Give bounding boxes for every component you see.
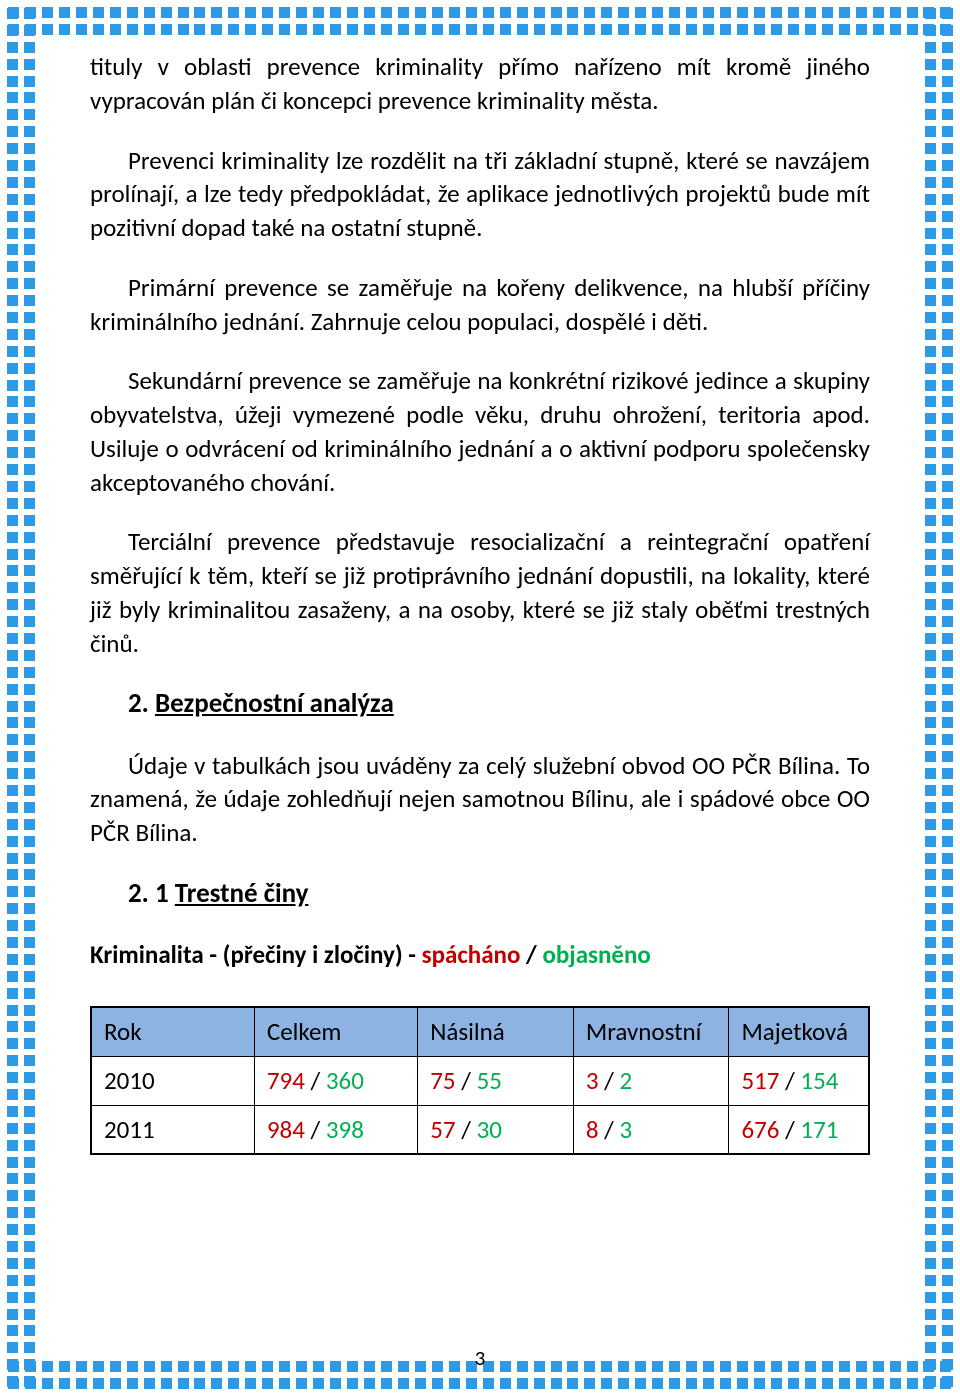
page-number: 3: [90, 1344, 870, 1372]
table-row: 2010794 / 36075 / 553 / 2517 / 154: [91, 1056, 869, 1105]
paragraph-4: Sekundární prevence se zaměřuje na konkr…: [90, 364, 870, 499]
heading-2-1: 2. 1 Trestné činy: [128, 876, 870, 912]
table-cell: 984 / 398: [254, 1105, 417, 1154]
subheading-sep: /: [520, 939, 542, 970]
table-body: 2010794 / 36075 / 553 / 2517 / 154201198…: [91, 1056, 869, 1154]
paragraph-2: Prevenci kriminality lze rozdělit na tři…: [90, 144, 870, 245]
col-rok: Rok: [91, 1007, 254, 1056]
heading-2-1-text: Trestné činy: [175, 877, 309, 910]
table-cell: 3 / 2: [573, 1056, 729, 1105]
page-content: tituly v oblasti prevence kriminality př…: [90, 50, 870, 1346]
crime-table: Rok Celkem Násilná Mravnostní Majetková …: [90, 1006, 870, 1155]
subheading-kriminalita: Kriminalita - (přečiny i zločiny) - spác…: [90, 938, 870, 972]
heading-2-1-num: 2. 1: [128, 877, 169, 910]
table-cell: 676 / 171: [729, 1105, 869, 1154]
paragraph-5: Terciální prevence představuje resociali…: [90, 525, 870, 660]
heading-2: 2. Bezpečnostní analýza: [128, 686, 870, 722]
table-cell: 75 / 55: [418, 1056, 574, 1105]
col-celkem: Celkem: [254, 1007, 417, 1056]
col-majetkova: Majetková: [729, 1007, 869, 1056]
subheading-red: spácháno: [422, 939, 521, 970]
col-nasilna: Násilná: [418, 1007, 574, 1056]
paragraph-1: tituly v oblasti prevence kriminality př…: [90, 50, 870, 118]
table-cell: 2010: [91, 1056, 254, 1105]
table-cell: 2011: [91, 1105, 254, 1154]
subheading-prefix: Kriminalita - (přečiny i zločiny) -: [90, 939, 422, 970]
table-cell: 8 / 3: [573, 1105, 729, 1154]
table-cell: 57 / 30: [418, 1105, 574, 1154]
table-header-row: Rok Celkem Násilná Mravnostní Majetková: [91, 1007, 869, 1056]
col-mravnostni: Mravnostní: [573, 1007, 729, 1056]
paragraph-3: Primární prevence se zaměřuje na kořeny …: [90, 271, 870, 339]
heading-2-text: Bezpečnostní analýza: [155, 687, 394, 720]
heading-2-num: 2.: [128, 687, 149, 720]
table-cell: 794 / 360: [254, 1056, 417, 1105]
subheading-green: objasněno: [542, 939, 650, 970]
table-cell: 517 / 154: [729, 1056, 869, 1105]
table-row: 2011984 / 39857 / 308 / 3676 / 171: [91, 1105, 869, 1154]
paragraph-6: Údaje v tabulkách jsou uváděny za celý s…: [90, 749, 870, 850]
